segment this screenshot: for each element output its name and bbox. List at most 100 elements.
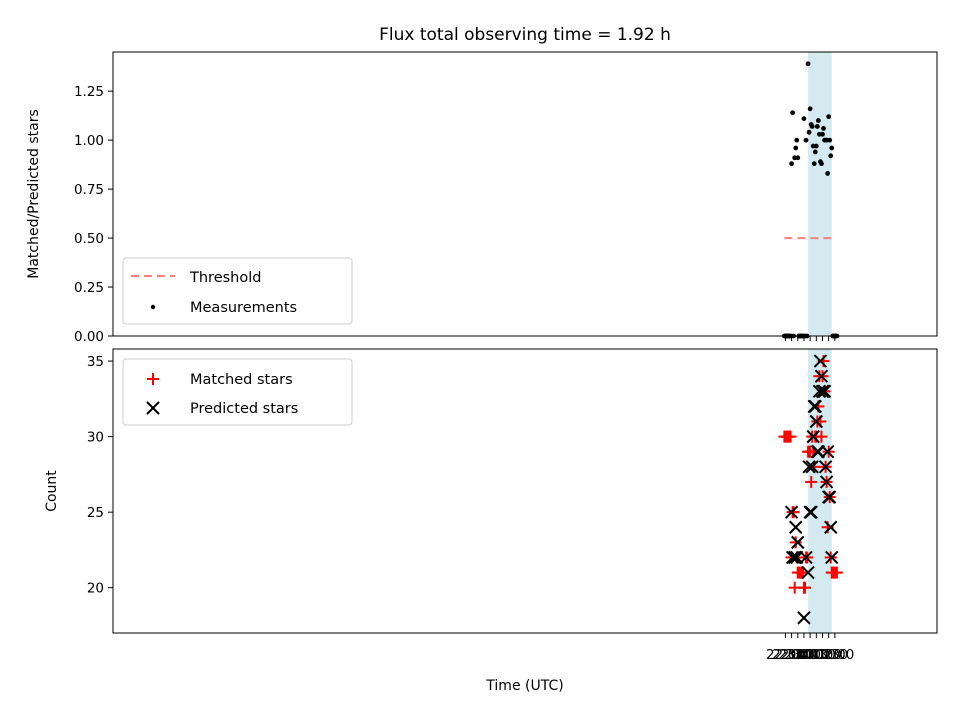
legend-matched-swatch bbox=[147, 373, 159, 385]
legend-threshold-label: Threshold bbox=[189, 270, 261, 286]
top-x-ticks bbox=[784, 336, 836, 341]
measurements-point bbox=[826, 114, 832, 120]
top-panel: 0.00 0.25 0.50 0.75 1.00 1.25 Matched/Predict… bbox=[26, 51, 938, 345]
measurements-point bbox=[821, 125, 826, 131]
measurements-point bbox=[828, 153, 834, 159]
matched-stars-point bbox=[787, 506, 800, 519]
predicted-stars-point bbox=[809, 414, 824, 429]
bottom-y-axis: 20 25 30 35 bbox=[87, 354, 113, 597]
predicted-stars-point bbox=[808, 399, 822, 414]
measurements-point bbox=[827, 137, 833, 143]
measurements-point bbox=[790, 110, 796, 116]
predicted-stars-point bbox=[784, 505, 799, 519]
bottom-legend-box bbox=[122, 358, 353, 426]
y-tick-label: 25 bbox=[87, 505, 104, 521]
y-tick-label: 0.50 bbox=[74, 231, 104, 247]
predicted-stars-point bbox=[820, 445, 835, 459]
legend-predicted-label: Predicted stars bbox=[190, 401, 298, 417]
predicted-stars-point bbox=[791, 535, 805, 550]
measurements-point bbox=[815, 118, 821, 123]
x-tick-label: 22:00 bbox=[766, 647, 805, 663]
top-legend: Threshold Measurements bbox=[122, 257, 353, 325]
chart-title: Flux total observing time = 1.92 h bbox=[379, 25, 671, 45]
measurements-point bbox=[809, 124, 815, 129]
predicted-stars-point bbox=[805, 460, 819, 474]
top-y-axis-label: Matched/Predicted stars bbox=[26, 109, 42, 279]
y-tick-label: 0.00 bbox=[74, 329, 104, 345]
x-tick-label: 02:00 bbox=[815, 647, 854, 663]
matched-stars-point bbox=[830, 566, 843, 579]
predicted-stars-point bbox=[824, 520, 838, 534]
predicted-stars-point bbox=[785, 550, 800, 565]
measurements-point bbox=[829, 145, 835, 151]
y-tick-label: 30 bbox=[87, 430, 104, 446]
x-tick-label: 22:30 bbox=[772, 647, 811, 663]
legend-matched-label: Matched stars bbox=[190, 372, 293, 388]
y-tick-label: 0.75 bbox=[74, 182, 104, 198]
y-tick-label: 35 bbox=[87, 354, 104, 370]
x-tick-label: 23:30 bbox=[785, 647, 824, 663]
measurements-point bbox=[819, 161, 824, 167]
measurements-point bbox=[812, 149, 818, 155]
y-tick-label: 1.00 bbox=[74, 133, 104, 149]
matched-stars-point bbox=[789, 536, 802, 549]
matched-stars-point bbox=[815, 430, 828, 443]
bottom-x-axis: 22:0022:3023:0023:3000:0000:3001:0001:30… bbox=[766, 633, 854, 663]
observing-span bbox=[808, 52, 832, 336]
measurements-point bbox=[807, 106, 813, 112]
y-tick-label: 0.25 bbox=[74, 280, 104, 296]
predicted-stars-point bbox=[817, 384, 832, 399]
x-tick-label: 00:00 bbox=[791, 647, 830, 663]
legend-predicted-swatch bbox=[146, 401, 160, 415]
predicted-stars-point bbox=[801, 565, 815, 580]
measurements-point bbox=[811, 161, 817, 167]
measurements-point bbox=[806, 129, 812, 135]
measurements-point bbox=[794, 137, 800, 143]
matched-stars-point bbox=[784, 430, 797, 443]
predicted-stars-point bbox=[806, 429, 820, 444]
predicted-stars-point bbox=[814, 369, 829, 383]
predicted-stars-point bbox=[789, 520, 803, 534]
bottom-axes-frame bbox=[112, 348, 938, 634]
top-axes-frame bbox=[112, 51, 938, 337]
predicted-stars-point bbox=[822, 490, 837, 504]
predicted-stars-point bbox=[787, 550, 802, 565]
bottom-legend: Matched stars Predicted stars bbox=[122, 358, 353, 426]
predicted-stars-point bbox=[818, 460, 833, 474]
top-legend-box bbox=[122, 257, 353, 325]
measurements-point bbox=[805, 61, 811, 67]
y-tick-label: 1.25 bbox=[74, 84, 104, 100]
y-tick-label: 20 bbox=[87, 581, 104, 597]
predicted-stars-point bbox=[819, 475, 834, 489]
x-tick-label: 01:30 bbox=[809, 647, 848, 663]
legend-measurements-label: Measurements bbox=[190, 300, 297, 316]
matched-stars-point bbox=[798, 581, 811, 594]
x-axis-label: Time (UTC) bbox=[485, 678, 563, 694]
predicted-stars-point bbox=[812, 384, 827, 399]
predicted-stars-point bbox=[802, 460, 816, 474]
measurements-point bbox=[801, 116, 807, 121]
top-plot-area bbox=[781, 52, 840, 339]
measurements-point bbox=[820, 131, 825, 137]
bottom-y-axis-label: Count bbox=[44, 470, 60, 512]
measurements-point bbox=[825, 171, 831, 176]
predicted-stars-point bbox=[825, 550, 839, 565]
measurements-point bbox=[789, 161, 795, 167]
bottom-panel: 20 25 30 35 22:0022:3023:0023:3000:0000:300… bbox=[44, 348, 938, 694]
measurements-point bbox=[803, 137, 809, 143]
measurements-point bbox=[813, 143, 819, 149]
predicted-stars-point bbox=[799, 550, 813, 565]
predicted-stars-point bbox=[797, 611, 811, 625]
x-tick-label: 01:00 bbox=[803, 647, 842, 663]
bottom-plot-area bbox=[778, 349, 843, 633]
predicted-stars-point bbox=[804, 505, 818, 519]
predicted-stars-point bbox=[813, 354, 828, 368]
legend-measurements-swatch bbox=[150, 304, 156, 310]
x-tick-label: 00:30 bbox=[797, 647, 836, 663]
top-y-axis: 0.00 0.25 0.50 0.75 1.00 1.25 bbox=[74, 84, 113, 345]
measurements-point bbox=[795, 155, 801, 161]
x-tick-label: 23:00 bbox=[778, 647, 817, 663]
measurements-point bbox=[814, 124, 820, 129]
matched-stars-point bbox=[805, 475, 818, 488]
